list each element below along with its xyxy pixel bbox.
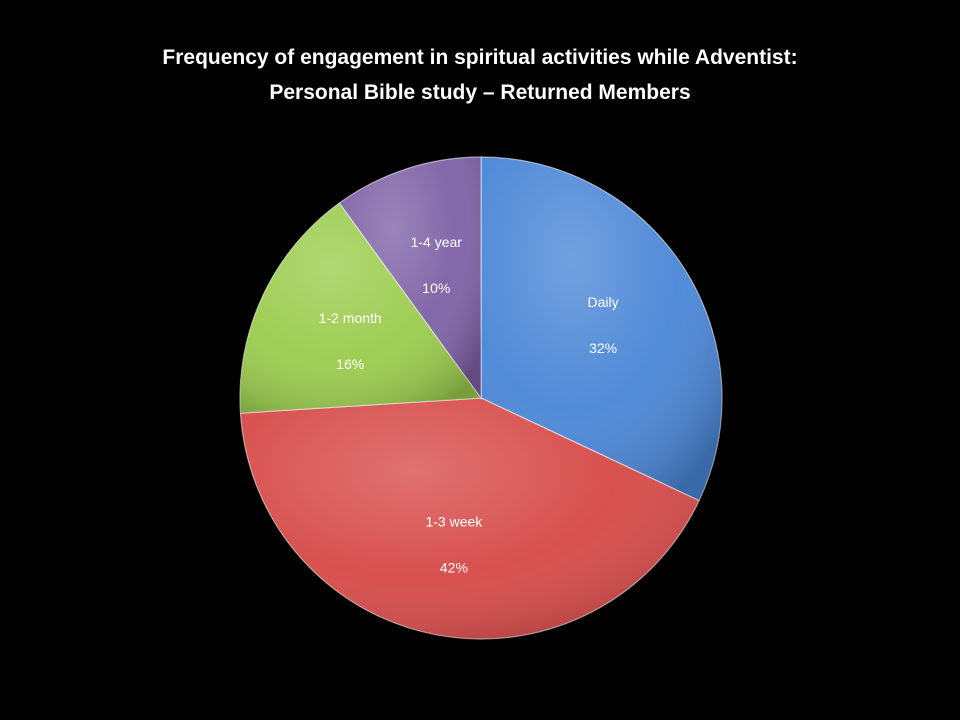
slice-category-label: 1-3 week [425,514,483,530]
pie-slice-shading-0 [481,157,722,501]
slice-value-label: 10% [422,280,450,296]
pie-slice-shading-3 [339,157,481,398]
chart-title-line-1: Frequency of engagement in spiritual act… [162,46,798,69]
pie-labels: Daily 32% 1-3 week 42% 1-2 month 16% 1-4 year 1… [319,234,619,576]
slice-value-label: 32% [589,340,617,356]
chart-title: Frequency of engagement in spiritual act… [0,40,960,110]
slice-value-label: 16% [336,356,364,372]
pie-slice-shading-1 [240,398,700,639]
slice-category-label: 1-2 month [319,310,382,326]
slice-category-label: 1-4 year [411,234,463,250]
slice-value-label: 42% [440,560,468,576]
slice-category-label: Daily [588,294,619,310]
chart-title-line-2: Personal Bible study – Returned Members [269,81,691,104]
pie-slice-shading-2 [240,203,481,414]
pie-slices [239,156,723,640]
